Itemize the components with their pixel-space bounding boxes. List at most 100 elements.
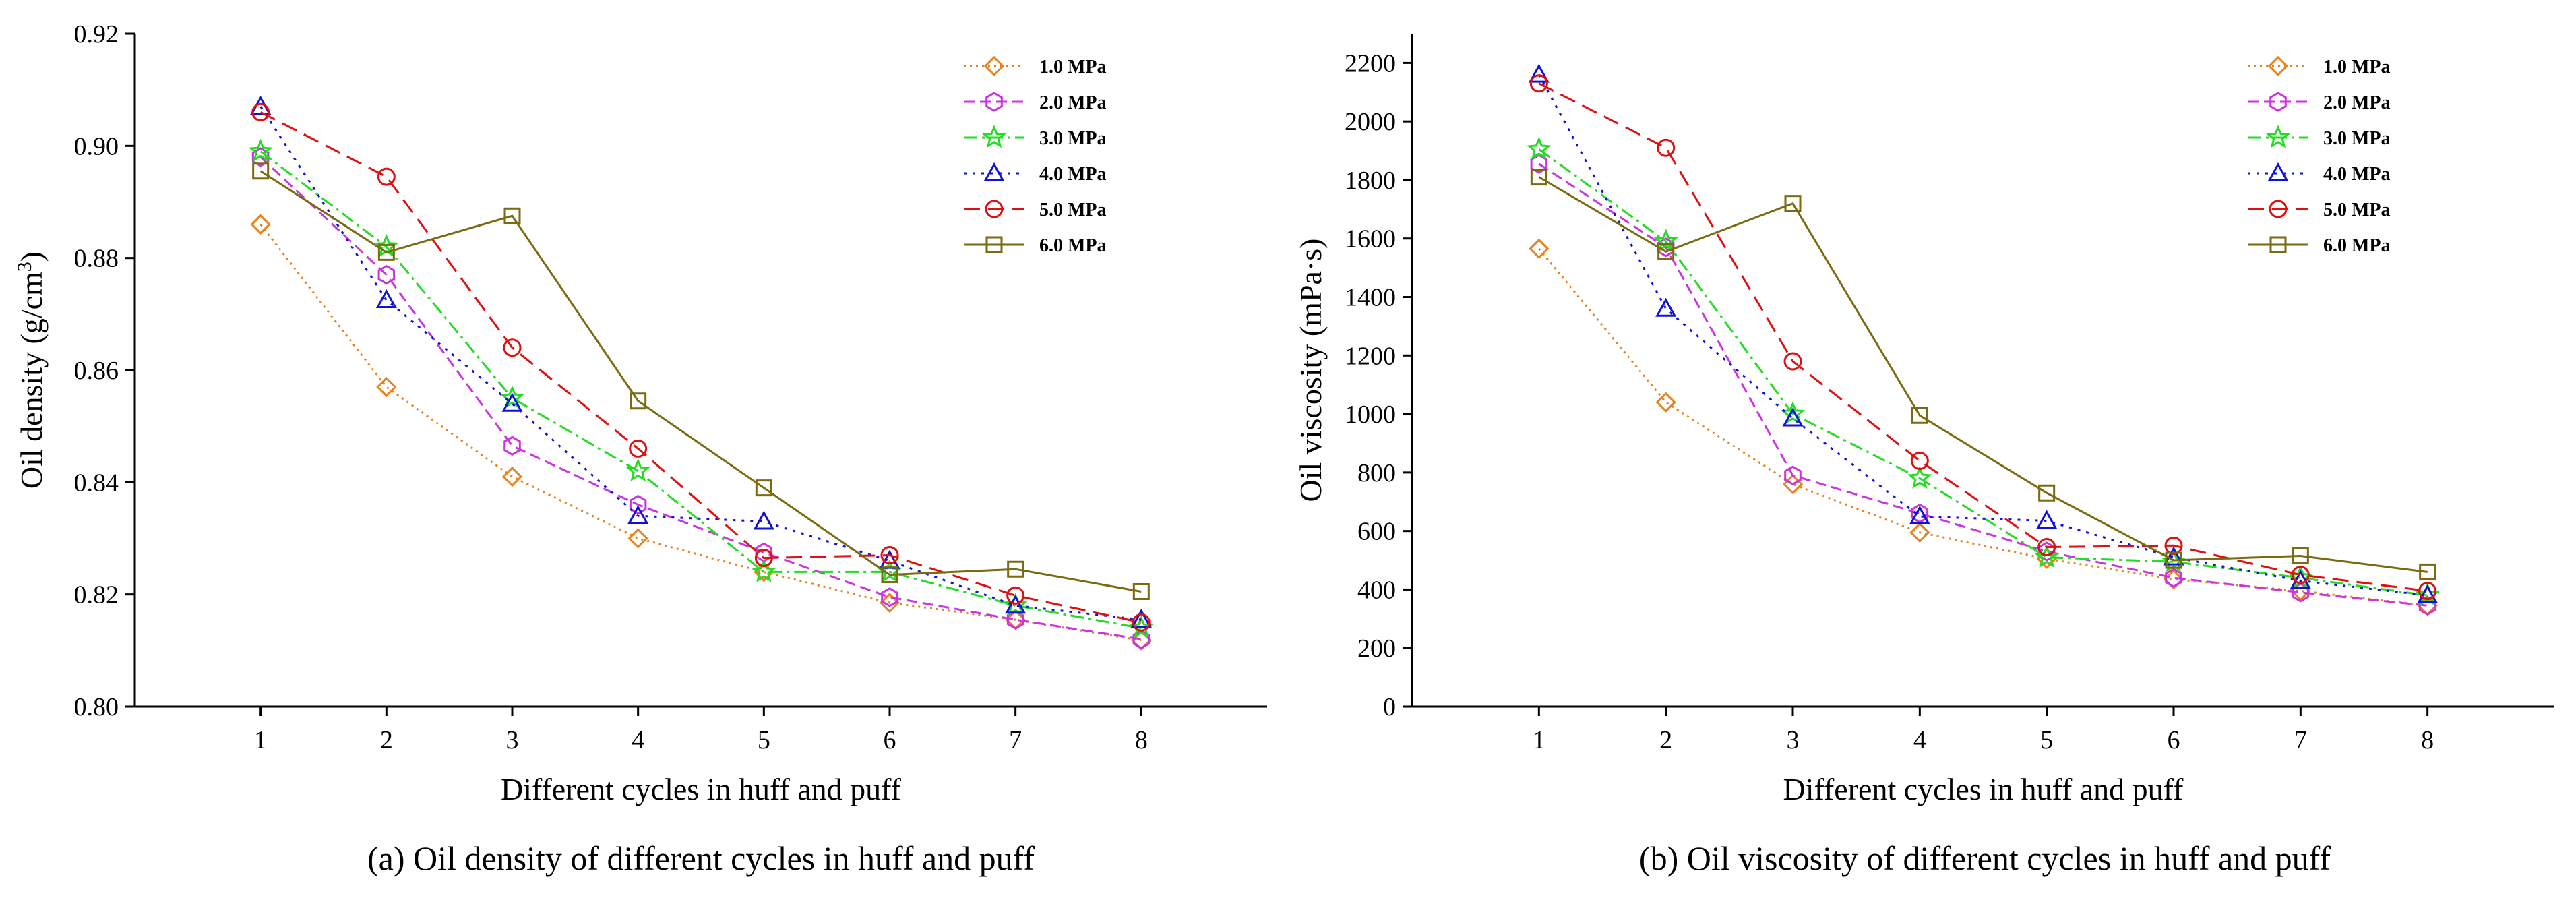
series-line xyxy=(1538,82,2428,593)
data-point xyxy=(881,566,898,584)
data-point xyxy=(2037,538,2056,557)
data-point xyxy=(2034,544,2059,568)
data-point xyxy=(375,289,397,308)
data-point xyxy=(1132,613,1151,632)
y-axis-title-end: ) xyxy=(14,251,49,262)
data-point xyxy=(1006,586,1025,605)
y-tick-label: 1800 xyxy=(1345,167,1396,195)
data-point xyxy=(1907,465,1932,489)
data-point xyxy=(1530,154,1548,174)
series-line xyxy=(1538,162,2428,607)
x-tick-label: 8 xyxy=(2421,726,2434,754)
data-point xyxy=(377,167,396,186)
legend-marker xyxy=(985,92,1003,112)
series-4-0-mpa xyxy=(1528,63,2439,604)
y-tick-label: 2000 xyxy=(1345,108,1396,136)
data-point xyxy=(1910,452,1929,471)
series-line xyxy=(259,106,1142,621)
data-point xyxy=(1530,169,1547,186)
x-tick-label: 2 xyxy=(1659,726,1672,754)
data-point xyxy=(503,338,522,357)
series-line xyxy=(260,111,1142,624)
data-point xyxy=(625,458,650,481)
series-line xyxy=(1537,73,2428,597)
data-point xyxy=(754,549,773,568)
x-tick-label: 3 xyxy=(1787,726,1800,754)
data-point xyxy=(2165,551,2182,569)
data-point xyxy=(1003,593,1028,616)
data-point xyxy=(1909,522,1930,543)
series-6-0-mpa xyxy=(1530,169,2436,580)
data-point xyxy=(251,147,270,167)
legend-label: 3.0 MPa xyxy=(2323,128,2391,149)
data-point xyxy=(1911,407,1928,424)
y-tick-label: 1200 xyxy=(1345,342,1396,370)
data-point xyxy=(2291,566,2310,584)
data-point xyxy=(752,559,776,582)
data-point xyxy=(501,392,523,412)
data-point xyxy=(501,466,523,487)
x-axis-title: Different cycles in huff and puff xyxy=(501,772,902,806)
data-point xyxy=(880,545,899,564)
x-tick-label: 3 xyxy=(506,726,519,754)
legend-marker xyxy=(2269,92,2287,112)
y-tick-label: 0 xyxy=(1383,693,1396,721)
data-point xyxy=(499,385,525,409)
legend-label: 5.0 MPa xyxy=(2323,200,2391,220)
data-point xyxy=(503,207,521,224)
x-tick-label: 8 xyxy=(1135,726,1148,754)
data-point xyxy=(1657,237,1675,258)
data-point xyxy=(755,479,772,497)
data-point xyxy=(629,494,647,515)
data-point xyxy=(881,587,898,607)
y-tick-label: 1000 xyxy=(1345,400,1396,429)
figure-caption: (a) Oil density of different cycles in h… xyxy=(367,839,1035,877)
x-tick-label: 2 xyxy=(380,726,393,754)
data-point xyxy=(1528,63,1550,83)
legend-label: 6.0 MPa xyxy=(1039,235,1107,256)
data-point xyxy=(630,392,647,410)
y-tick-label: 400 xyxy=(1357,576,1396,604)
legend-marker xyxy=(985,200,1004,218)
data-point xyxy=(1527,136,1552,160)
legend-label: 4.0 MPa xyxy=(1039,164,1107,185)
y-tick-label: 600 xyxy=(1357,518,1396,546)
legend-marker xyxy=(985,236,1003,253)
data-point xyxy=(376,376,397,398)
x-tick-label: 1 xyxy=(254,726,267,754)
y-tick-label: 0.88 xyxy=(74,245,119,273)
x-axis-title: Different cycles in huff and puff xyxy=(1783,772,2184,806)
data-point xyxy=(377,243,395,261)
data-point xyxy=(1784,195,1802,212)
figure-caption: (b) Oil viscosity of different cycles in… xyxy=(1639,839,2331,877)
data-point xyxy=(1655,392,1676,413)
data-point xyxy=(627,505,649,524)
series-6-0-mpa xyxy=(252,162,1150,601)
x-tick-label: 1 xyxy=(1533,726,1545,754)
x-tick-label: 5 xyxy=(2040,726,2053,754)
data-point xyxy=(1780,401,1806,425)
x-tick-label: 4 xyxy=(1913,726,1926,754)
legend-label: 3.0 MPa xyxy=(1039,128,1107,149)
data-point xyxy=(1653,229,1678,252)
x-tick-label: 5 xyxy=(758,726,770,754)
x-tick-label: 7 xyxy=(2294,726,2307,754)
data-point xyxy=(251,102,270,121)
legend-marker xyxy=(2267,162,2289,181)
data-point xyxy=(2163,546,2184,566)
data-point xyxy=(1529,74,1548,93)
panel-oil-density: 0.80 0.82 0.84 0.86 0.88 0.90 0.92 1 2 3 4 5 6 7 8 Diff… xyxy=(13,20,1267,877)
data-point xyxy=(753,510,774,530)
data-point xyxy=(1784,465,1802,485)
y-tick-label: 0.92 xyxy=(74,20,119,49)
legend-label: 1.0 MPa xyxy=(2323,57,2391,78)
panel-oil-viscosity: 0 200 400 600 800 1000 1200 1400 1600 1800 2000 220… xyxy=(1293,34,2554,877)
data-point xyxy=(1657,243,1675,260)
y-tick-label: 1600 xyxy=(1345,225,1396,253)
y-tick-label: 800 xyxy=(1357,459,1396,487)
y-axis-title: Oil viscosity (mPa·s) xyxy=(1293,239,1328,502)
data-point xyxy=(250,214,271,235)
data-point xyxy=(503,436,521,456)
data-point xyxy=(1132,583,1150,601)
